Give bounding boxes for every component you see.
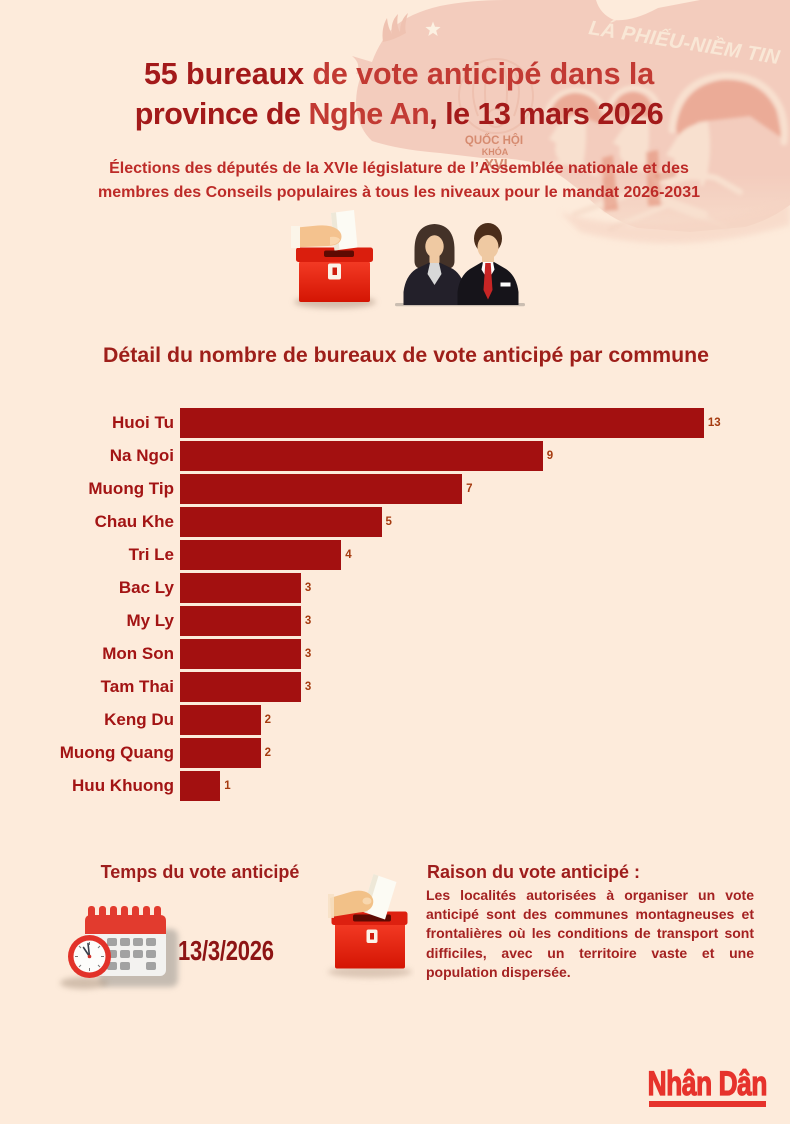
svg-text:KHÓA: KHÓA (482, 146, 509, 157)
svg-text:QUỐC HỘI: QUỐC HỘI (465, 133, 523, 147)
svg-text:XVI: XVI (484, 157, 507, 173)
